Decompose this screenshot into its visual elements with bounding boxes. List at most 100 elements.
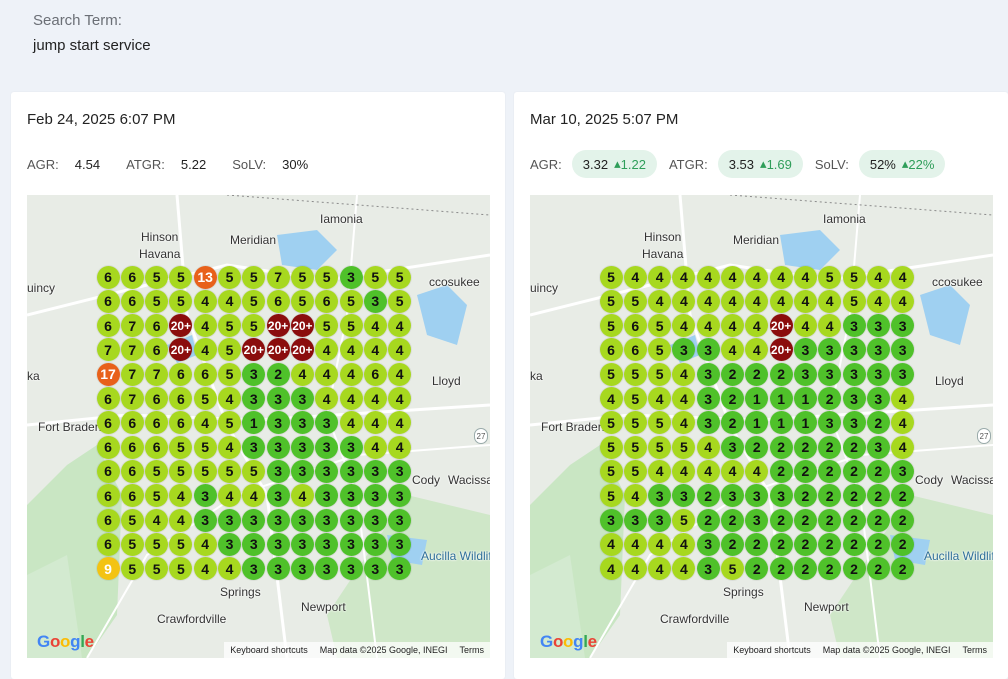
keyboard-shortcuts-link[interactable]: Keyboard shortcuts: [230, 645, 308, 655]
rank-pin[interactable]: 2: [842, 459, 866, 483]
rank-pin[interactable]: 3: [315, 484, 339, 508]
rank-pin[interactable]: 4: [793, 289, 817, 313]
rank-pin[interactable]: 5: [218, 411, 241, 435]
rank-map[interactable]: Hinson Havana Meridian Iamonia ccosukee …: [27, 195, 490, 658]
rank-pin[interactable]: 5: [623, 387, 647, 410]
rank-pin[interactable]: 4: [891, 289, 915, 313]
rank-pin[interactable]: 5: [218, 314, 241, 338]
rank-pin[interactable]: 4: [648, 289, 672, 313]
rank-pin[interactable]: 3: [339, 265, 363, 289]
rank-pin[interactable]: 5: [339, 289, 363, 313]
rank-pin[interactable]: 20+: [169, 338, 193, 362]
rank-pin[interactable]: 3: [745, 484, 769, 508]
rank-pin[interactable]: 4: [721, 338, 744, 362]
rank-pin[interactable]: 20+: [242, 338, 266, 362]
rank-pin[interactable]: 3: [721, 484, 744, 508]
rank-pin[interactable]: 2: [769, 435, 793, 459]
rank-pin[interactable]: 4: [193, 532, 217, 556]
rank-pin[interactable]: 4: [363, 338, 387, 362]
rank-pin[interactable]: 20+: [169, 314, 193, 338]
rank-pin[interactable]: 4: [339, 362, 363, 386]
rank-pin[interactable]: 4: [745, 459, 769, 483]
keyboard-shortcuts-link[interactable]: Keyboard shortcuts: [733, 645, 811, 655]
rank-pin[interactable]: 4: [388, 362, 412, 386]
rank-pin[interactable]: 2: [769, 508, 793, 532]
rank-pin[interactable]: 2: [842, 532, 866, 556]
rank-pin[interactable]: 4: [721, 265, 744, 289]
rank-pin[interactable]: 5: [169, 532, 193, 556]
rank-pin[interactable]: 2: [842, 484, 866, 508]
rank-pin[interactable]: 4: [721, 459, 744, 483]
rank-pin[interactable]: 5: [599, 435, 623, 459]
rank-pin[interactable]: 6: [169, 387, 193, 410]
rank-pin[interactable]: 2: [818, 508, 842, 532]
rank-pin[interactable]: 4: [745, 314, 769, 338]
rank-pin[interactable]: 6: [599, 338, 623, 362]
rank-pin[interactable]: 7: [120, 314, 144, 338]
rank-pin[interactable]: 3: [193, 508, 217, 532]
rank-pin[interactable]: 3: [339, 435, 363, 459]
rank-pin[interactable]: 3: [242, 508, 266, 532]
rank-pin[interactable]: 3: [363, 289, 387, 313]
rank-pin[interactable]: 3: [339, 508, 363, 532]
rank-pin[interactable]: 3: [315, 557, 339, 581]
rank-pin[interactable]: 4: [599, 557, 623, 581]
rank-pin[interactable]: 20+: [290, 338, 314, 362]
rank-pin[interactable]: 2: [866, 459, 890, 483]
rank-pin[interactable]: 6: [145, 411, 169, 435]
rank-pin[interactable]: 3: [388, 532, 412, 556]
rank-pin[interactable]: 3: [866, 435, 890, 459]
rank-pin[interactable]: 5: [242, 289, 266, 313]
rank-pin[interactable]: 4: [745, 338, 769, 362]
terms-link[interactable]: Terms: [962, 645, 988, 655]
rank-pin[interactable]: 1: [745, 411, 769, 435]
rank-pin[interactable]: 4: [193, 314, 217, 338]
rank-pin[interactable]: 5: [218, 459, 241, 483]
rank-pin[interactable]: 6: [623, 338, 647, 362]
terms-link[interactable]: Terms: [459, 645, 485, 655]
rank-pin[interactable]: 5: [599, 314, 623, 338]
rank-pin[interactable]: 5: [193, 387, 217, 410]
rank-pin[interactable]: 3: [388, 459, 412, 483]
rank-pin[interactable]: 5: [242, 459, 266, 483]
rank-pin[interactable]: 4: [363, 314, 387, 338]
rank-pin[interactable]: 4: [339, 387, 363, 410]
rank-pin[interactable]: 6: [145, 338, 169, 362]
rank-pin[interactable]: 5: [169, 557, 193, 581]
rank-pin[interactable]: 2: [866, 557, 890, 581]
rank-pin[interactable]: 4: [193, 411, 217, 435]
rank-pin[interactable]: 4: [242, 484, 266, 508]
rank-pin[interactable]: 4: [672, 557, 696, 581]
rank-pin[interactable]: 4: [891, 387, 915, 410]
rank-pin[interactable]: 3: [866, 338, 890, 362]
rank-pin[interactable]: 5: [388, 265, 412, 289]
rank-pin[interactable]: 5: [599, 484, 623, 508]
rank-pin[interactable]: 7: [120, 338, 144, 362]
rank-pin[interactable]: 9: [96, 557, 120, 581]
rank-pin[interactable]: 3: [242, 435, 266, 459]
rank-pin[interactable]: 3: [315, 411, 339, 435]
rank-pin[interactable]: 2: [696, 484, 720, 508]
rank-pin[interactable]: 5: [648, 411, 672, 435]
rank-pin[interactable]: 4: [193, 289, 217, 313]
rank-pin[interactable]: 3: [266, 411, 290, 435]
rank-pin[interactable]: 4: [891, 265, 915, 289]
rank-pin[interactable]: 3: [242, 532, 266, 556]
rank-pin[interactable]: 4: [599, 387, 623, 410]
rank-pin[interactable]: 4: [866, 265, 890, 289]
rank-pin[interactable]: 3: [842, 362, 866, 386]
rank-pin[interactable]: 4: [696, 314, 720, 338]
rank-pin[interactable]: 3: [290, 387, 314, 410]
rank-pin[interactable]: 3: [818, 362, 842, 386]
rank-pin[interactable]: 5: [120, 557, 144, 581]
rank-pin[interactable]: 20+: [769, 338, 793, 362]
rank-pin[interactable]: 3: [769, 484, 793, 508]
rank-pin[interactable]: 4: [648, 532, 672, 556]
rank-pin[interactable]: 3: [599, 508, 623, 532]
rank-pin[interactable]: 3: [266, 435, 290, 459]
rank-pin[interactable]: 3: [315, 532, 339, 556]
rank-pin[interactable]: 1: [769, 387, 793, 410]
rank-pin[interactable]: 2: [769, 557, 793, 581]
rank-map[interactable]: Hinson Havana Meridian Iamonia ccosukee …: [530, 195, 993, 658]
rank-pin[interactable]: 4: [169, 508, 193, 532]
